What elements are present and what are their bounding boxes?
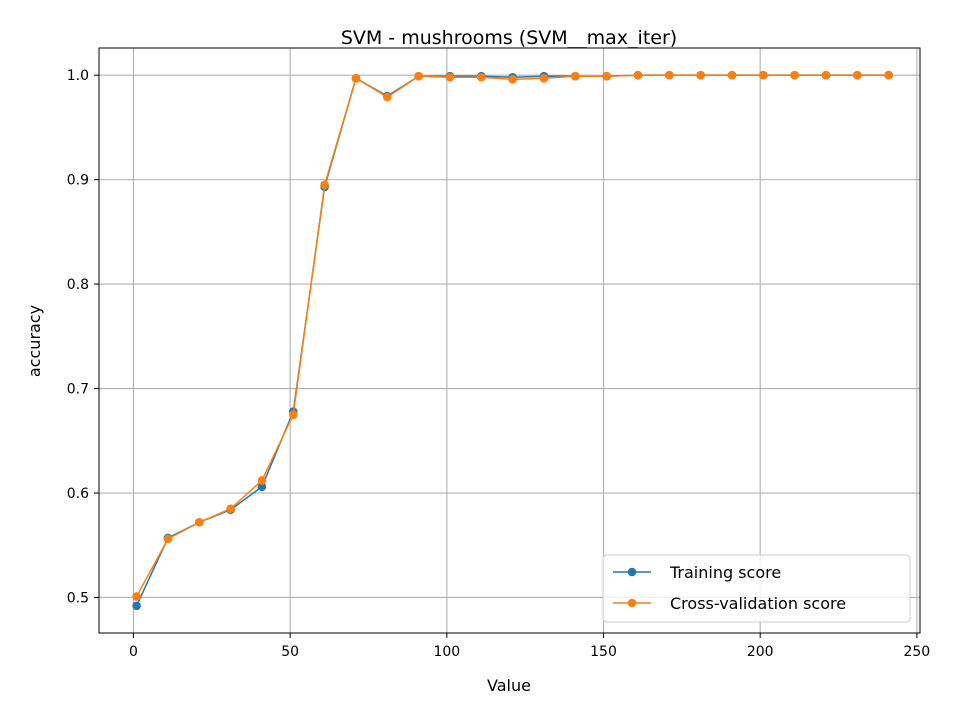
plot-frame	[98, 47, 921, 634]
x-tick-label: 0	[129, 644, 138, 660]
data-point	[571, 71, 580, 81]
y-tick-label: 1.0	[67, 68, 89, 84]
data-point	[414, 71, 423, 81]
data-point	[132, 601, 141, 611]
legend-entry: Cross-validation score	[613, 594, 846, 613]
data-point	[226, 504, 235, 513]
ticks: 0 50 100 150 200 250 0.5 0.6 0.7 0.8 0.9 1.0	[67, 68, 930, 660]
y-tick-label: 0.9	[67, 173, 89, 189]
legend: Training score Cross-validation score	[602, 554, 911, 623]
data-point	[288, 410, 298, 419]
x-tick-label: 250	[903, 644, 930, 660]
legend-marker	[627, 567, 637, 577]
x-axis-label: Value	[487, 676, 531, 695]
data-point	[821, 70, 831, 80]
series-layer	[132, 70, 893, 611]
data-point	[194, 517, 204, 527]
data-point	[257, 476, 267, 485]
data-point	[853, 70, 862, 80]
data-point	[759, 70, 768, 80]
data-point	[351, 73, 361, 83]
data-point	[257, 482, 267, 492]
data-point	[633, 70, 643, 80]
legend-label: Training score	[669, 563, 781, 582]
data-point	[320, 180, 329, 190]
data-point	[696, 70, 705, 80]
y-tick-label: 0.7	[67, 382, 89, 398]
data-point	[163, 534, 173, 544]
legend-marker	[627, 598, 637, 608]
x-tick-label: 50	[281, 644, 299, 660]
data-point	[665, 70, 674, 80]
y-tick-label: 0.8	[67, 277, 89, 293]
data-point	[382, 92, 392, 102]
data-point	[884, 70, 893, 80]
x-tick-label: 200	[747, 644, 774, 660]
data-point	[508, 75, 517, 84]
legend-label: Cross-validation score	[670, 594, 846, 613]
grid	[99, 48, 920, 633]
chart-title: SVM - mushrooms (SVM__max_iter)	[341, 27, 677, 49]
data-point	[132, 592, 141, 601]
data-point	[727, 70, 737, 80]
data-point	[602, 71, 611, 81]
x-tick-label: 100	[433, 644, 460, 660]
legend-entry: Training score	[613, 563, 781, 582]
legend-box	[602, 554, 911, 623]
data-point	[539, 73, 549, 83]
y-tick-label: 0.6	[67, 486, 89, 502]
data-point	[476, 72, 486, 82]
y-axis-label: accuracy	[25, 305, 44, 377]
y-tick-label: 0.5	[67, 590, 89, 606]
data-point	[445, 72, 455, 82]
data-point	[790, 70, 799, 80]
series-2	[132, 70, 893, 601]
x-tick-label: 150	[590, 644, 617, 660]
